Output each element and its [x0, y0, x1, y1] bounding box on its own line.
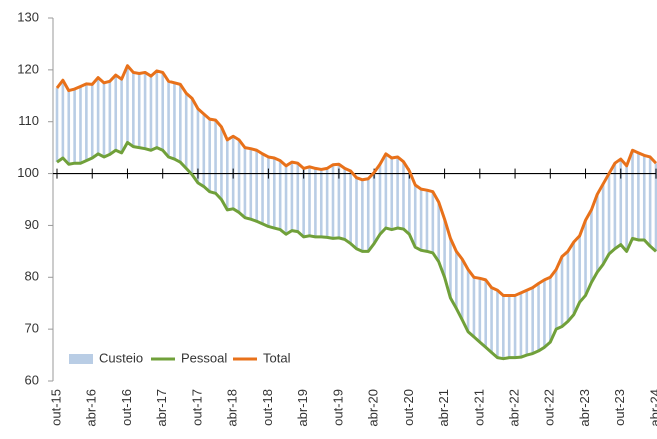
legend-label: Pessoal — [181, 350, 227, 365]
x-tick-label: out-19 — [330, 389, 345, 426]
x-tick-label: out-18 — [260, 389, 275, 426]
series-line — [56, 140, 657, 361]
y-tick-label: 130 — [17, 9, 39, 24]
legend-label: Custeio — [99, 350, 143, 365]
x-tick-label: abr-16 — [84, 389, 99, 427]
series-line — [55, 64, 657, 297]
x-tick-label: out-15 — [48, 389, 63, 426]
legend-label: Total — [263, 350, 291, 365]
y-tick-label: 100 — [17, 165, 39, 180]
x-tick-label: abr-23 — [577, 389, 592, 427]
x-tick-label: abr-19 — [295, 389, 310, 427]
y-tick-label: 80 — [25, 269, 39, 284]
x-tick-label: abr-24 — [647, 389, 657, 427]
y-tick-label: 70 — [25, 321, 39, 336]
x-tick-label: out-20 — [401, 389, 416, 426]
x-tick-label: abr-21 — [436, 389, 451, 427]
x-tick-label: out-23 — [612, 389, 627, 426]
y-tick-label: 60 — [25, 372, 39, 387]
y-tick-label: 120 — [17, 61, 39, 76]
x-tick-label: out-17 — [189, 389, 204, 426]
legend-swatch — [69, 354, 93, 364]
x-tick-label: out-16 — [119, 389, 134, 426]
y-tick-label: 90 — [25, 217, 39, 232]
x-tick-label: out-21 — [471, 389, 486, 426]
y-tick-label: 110 — [18, 113, 39, 128]
x-tick-label: out-22 — [542, 389, 557, 426]
x-tick-label: abr-20 — [366, 389, 381, 427]
x-tick-label: abr-22 — [506, 389, 521, 427]
x-tick-label: abr-18 — [225, 389, 240, 427]
x-tick-label: abr-17 — [154, 389, 169, 427]
